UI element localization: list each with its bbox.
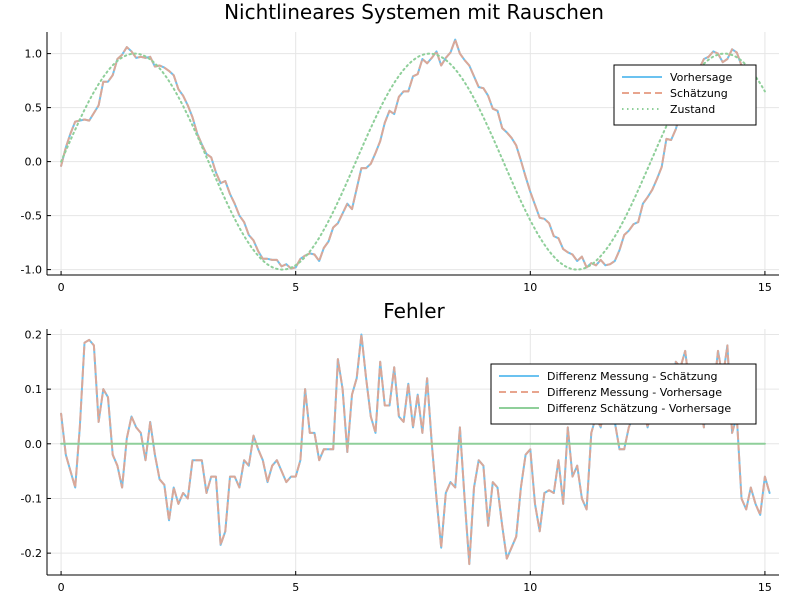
legend-label: Differenz Messung - Schätzung [547,370,718,383]
x-tick-label: 10 [523,281,537,294]
legend-label: Schätzung [670,87,728,100]
legend-label: Differenz Schätzung - Vorhersage [547,402,731,415]
top-panel: Nichtlineares Systemen mit Rauschen 0 5 10… [21,0,779,294]
x-tick-label: 0 [58,281,65,294]
x-tick-label: 15 [758,281,772,294]
x-tick-label: 5 [292,281,299,294]
legend-label: Vorhersage [670,71,732,84]
y-tick-label: -0.5 [21,210,42,223]
y-tick-label: 0.0 [25,438,43,451]
chart-title: Nichtlineares Systemen mit Rauschen [224,0,604,24]
x-tick-label: 0 [58,581,65,594]
chart-title: Fehler [383,299,445,323]
x-tick-label: 5 [292,581,299,594]
y-tick-label: 0.5 [25,102,43,115]
legend-label: Zustand [670,103,715,116]
y-tick-label: -0.1 [21,492,42,505]
bottom-panel: Fehler 0 5 10 15 -0.2 -0.1 0.0 0.1 0.2 Differenz… [21,299,779,594]
series-line-3 [60,52,766,271]
legend-box [490,363,757,425]
legend-label: Differenz Messung - Vorhersage [547,386,722,399]
y-tick-label: -0.2 [21,547,42,560]
chart-legend: Differenz Messung - Schätzung Differenz M… [490,363,757,425]
legend-box [613,64,757,126]
y-tick-label: 0.1 [25,383,43,396]
x-tick-label: 10 [523,581,537,594]
series-line-2 [60,38,752,270]
y-tick-label: 0.2 [25,328,43,341]
y-tick-label: 0.0 [25,156,43,169]
chart-legend: Vorhersage Schätzung Zustand [613,64,757,126]
y-tick-label: 1.0 [25,48,43,61]
x-tick-label: 15 [758,581,772,594]
y-tick-label: -1.0 [21,264,42,277]
